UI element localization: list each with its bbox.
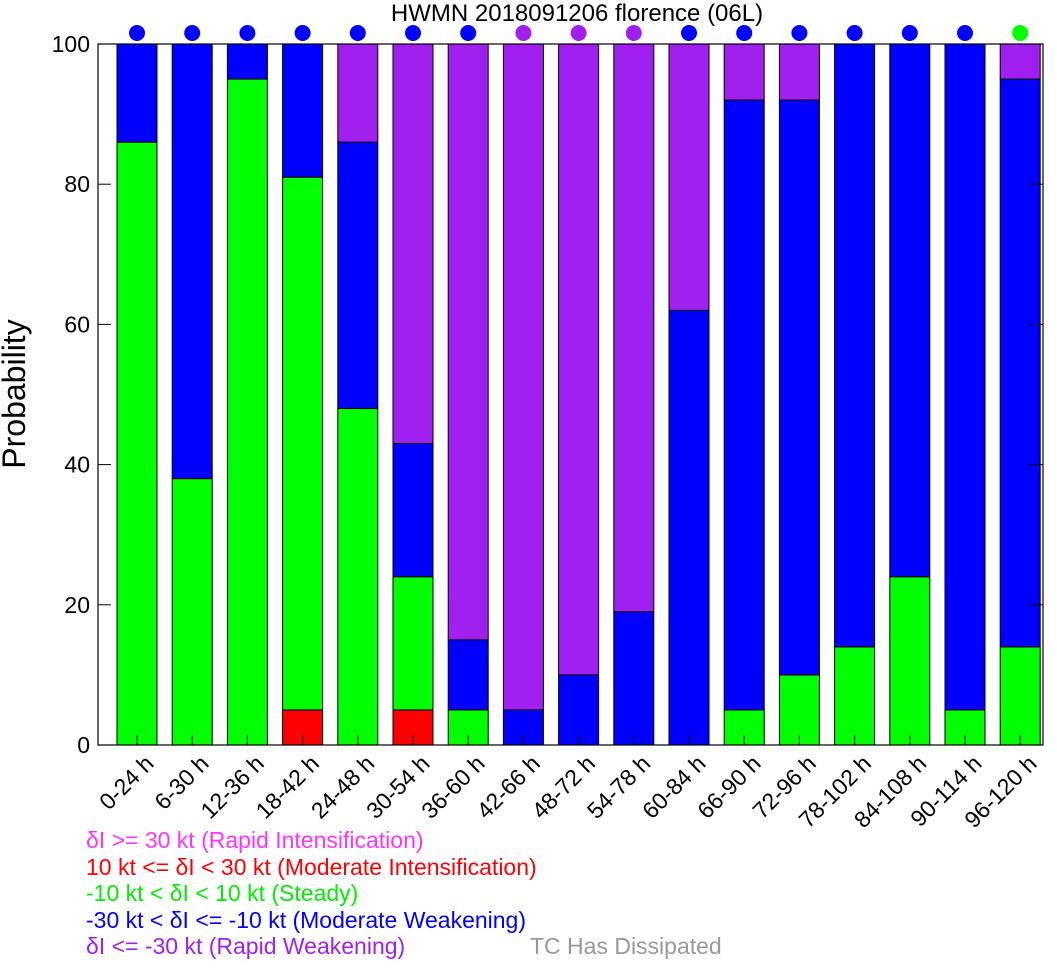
bar-segment-2-1 [171,478,213,746]
top-marker-6 [460,25,477,41]
legend-entry-rapid-intensification: δI >= 30 kt (Rapid Intensification) [86,827,424,853]
bar-segment-3-14 [889,43,931,578]
bar-segment-3-3 [282,43,324,178]
legend-entry-moderate-intensification: 10 kt <= δI < 30 kt (Moderate Intensific… [86,853,537,880]
bar-segment-3-0 [116,43,158,143]
top-marker-12 [791,25,808,41]
bar-segment-2-12 [778,674,820,746]
bar-segment-3-15 [944,43,986,711]
bar-segment-2-14 [889,576,931,746]
top-marker-0 [129,25,145,41]
bar-segment-4-9 [613,43,655,613]
bar-segment-3-11 [723,99,765,711]
bars-group [116,43,1041,746]
bar-segment-2-4 [337,408,379,746]
bar-segment-3-6 [447,639,489,711]
bar-segment-2-2 [226,78,268,746]
top-marker-3 [294,25,311,41]
bar-segment-4-4 [337,43,379,143]
top-marker-7 [515,25,532,41]
y-axis-label: Probability [0,319,32,468]
y-tick-label-5: 100 [52,31,90,57]
top-marker-8 [570,25,587,41]
x-tick-label-0: 0-24 h [94,750,159,815]
bar-segment-2-0 [116,141,158,746]
top-marker-5 [405,25,421,41]
top-marker-15 [957,25,973,41]
top-marker-13 [846,25,863,41]
y-tick-label-3: 60 [64,311,90,337]
bar-segment-3-8 [558,674,600,746]
bar-segment-4-10 [668,43,710,311]
bar-segment-3-13 [834,43,876,648]
legend-entry-rapid-weakening: δI <= -30 kt (Rapid Weakening) [86,933,406,959]
bar-segment-3-4 [337,141,379,410]
bar-segment-2-5 [392,576,434,711]
markers-group [129,25,1029,41]
top-marker-1 [184,25,201,41]
y-tick-label-0: 0 [77,732,90,758]
bar-segment-4-5 [392,43,434,445]
bar-segment-4-6 [447,43,489,641]
bar-segment-3-12 [778,99,820,676]
top-marker-11 [736,25,753,41]
top-marker-16 [1012,25,1029,41]
top-marker-2 [239,25,256,41]
bar-segment-4-12 [778,43,820,101]
bar-segment-4-7 [502,43,544,711]
y-tick-label-2: 40 [64,452,90,478]
bar-segment-4-11 [723,43,765,101]
top-marker-14 [901,25,918,41]
legend-entry-steady: -10 kt < δI < 10 kt (Steady) [86,880,359,906]
bar-segment-3-1 [171,43,213,480]
bar-segment-3-10 [668,309,710,746]
bar-segment-2-16 [999,646,1041,746]
legend-entry-moderate-weakening: -30 kt < δI <= -10 kt (Moderate Weakenin… [86,906,527,933]
y-tick-label-1: 20 [64,592,90,618]
bar-segment-3-2 [226,43,268,80]
bar-segment-3-5 [392,443,434,578]
bar-segment-2-13 [834,646,876,746]
bar-segment-4-8 [558,43,600,676]
top-marker-4 [349,25,366,41]
top-marker-9 [625,25,642,41]
bar-segment-2-3 [282,176,324,711]
legend-entry-dissipated: TC Has Dissipated [530,933,722,959]
bar-segment-3-9 [613,611,655,746]
legend: δI >= 30 kt (Rapid Intensification) 10 k… [86,827,537,960]
bar-segment-3-16 [999,78,1041,648]
y-tick-label-4: 80 [64,171,90,197]
plot-frame [97,43,1044,746]
bar-segment-4-16 [999,43,1041,80]
chart-title: HWMN 2018091206 florence (06L) [391,0,763,27]
top-marker-10 [681,25,697,41]
